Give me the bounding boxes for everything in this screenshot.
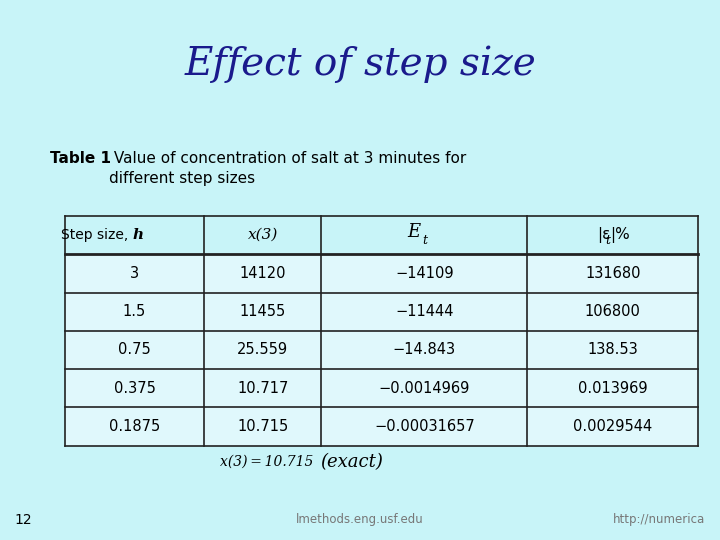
Bar [321,293,527,330]
Text: lmethods.eng.usf.edu: lmethods.eng.usf.edu [296,514,424,526]
Text: 14120: 14120 [240,266,286,281]
Bar [321,330,527,369]
Text: 11455: 11455 [240,304,286,319]
Text: |%: |% [610,227,630,243]
Bar [527,330,698,369]
Text: 138.53: 138.53 [588,342,638,357]
Text: Value of concentration of salt at 3 minutes for
different step sizes: Value of concentration of salt at 3 minu… [109,151,467,186]
Bar [65,330,204,369]
Text: 10.717: 10.717 [237,381,289,396]
Text: −14.843: −14.843 [393,342,456,357]
Text: x(3): x(3) [248,228,278,242]
Text: x(3) = 10.715: x(3) = 10.715 [220,455,313,469]
Bar [527,293,698,330]
Bar [204,254,321,293]
Text: −0.0014969: −0.0014969 [379,381,470,396]
Text: 1.5: 1.5 [123,304,146,319]
Text: |ε: |ε [597,227,611,243]
Bar [321,407,527,446]
Bar [321,216,527,254]
Text: −11444: −11444 [395,304,454,319]
Text: 131680: 131680 [585,266,641,281]
Bar [204,330,321,369]
Text: 0.375: 0.375 [114,381,156,396]
Text: 0.1875: 0.1875 [109,419,160,434]
Text: 0.013969: 0.013969 [578,381,648,396]
Bar [321,369,527,407]
Text: 3: 3 [130,266,139,281]
Text: 0.0029544: 0.0029544 [573,419,652,434]
Text: t: t [606,234,611,247]
Bar [321,254,527,293]
Bar [204,293,321,330]
Text: −14109: −14109 [395,266,454,281]
Text: 25.559: 25.559 [237,342,289,357]
Bar [204,407,321,446]
Bar [65,216,204,254]
Bar [527,216,698,254]
Text: 106800: 106800 [585,304,641,319]
Text: Table 1: Table 1 [50,151,112,166]
Text: h: h [132,228,143,242]
Bar [204,216,321,254]
Bar [527,407,698,446]
Bar [527,254,698,293]
Text: t: t [422,234,427,247]
Bar [204,369,321,407]
Text: −0.00031657: −0.00031657 [374,419,474,434]
Bar [65,407,204,446]
Text: Step size,: Step size, [61,228,131,242]
Bar [65,369,204,407]
Text: E: E [408,224,420,241]
Bar [527,369,698,407]
Text: 10.715: 10.715 [237,419,289,434]
Text: (exact): (exact) [320,453,383,471]
Text: 0.75: 0.75 [118,342,151,357]
Bar [65,254,204,293]
Text: Effect of step size: Effect of step size [184,46,536,83]
Bar [65,293,204,330]
Text: 12: 12 [14,512,32,526]
Text: http://numerica: http://numerica [613,514,706,526]
